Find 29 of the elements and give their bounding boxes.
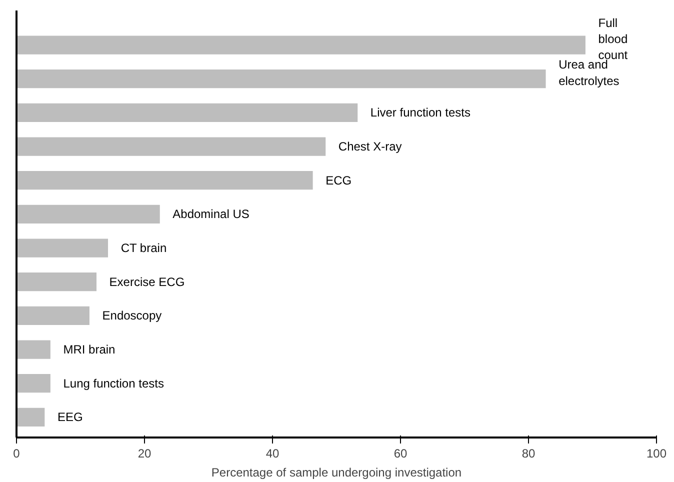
y-tick-label: Chest X-ray (338, 140, 402, 154)
y-tick-label: Abdominal US (172, 207, 250, 222)
bar (16, 374, 50, 393)
y-tick-label: CT brain (120, 241, 167, 256)
x-tick-label: 20 (138, 446, 152, 460)
x-tick-label: 80 (522, 446, 536, 460)
bar (16, 171, 313, 190)
bar (16, 408, 45, 427)
x-tick-label: 100 (646, 446, 667, 460)
bar (16, 340, 50, 359)
x-tick-label: 0 (13, 446, 20, 460)
bar (16, 103, 358, 122)
y-tick-label: Liver function tests (370, 106, 470, 120)
y-tick-label: Lung function tests (63, 376, 164, 390)
x-tick-label: 60 (394, 446, 408, 460)
bar (16, 204, 160, 224)
bar (16, 36, 586, 54)
bar (16, 272, 96, 292)
y-tick-label: Endoscopy (102, 308, 162, 323)
bar (16, 238, 108, 258)
y-tick-label: ECG (326, 173, 352, 188)
y-tick-label: EEG (57, 410, 83, 424)
x-tick-label: 40 (266, 446, 280, 460)
bar (16, 137, 326, 156)
bar (16, 70, 546, 88)
bar (16, 306, 90, 325)
y-tick-label: Exercise ECG (109, 274, 185, 289)
x-axis-title: Percentage of sample undergoing investigation (211, 466, 462, 480)
y-tick-label: MRI brain (63, 342, 116, 357)
